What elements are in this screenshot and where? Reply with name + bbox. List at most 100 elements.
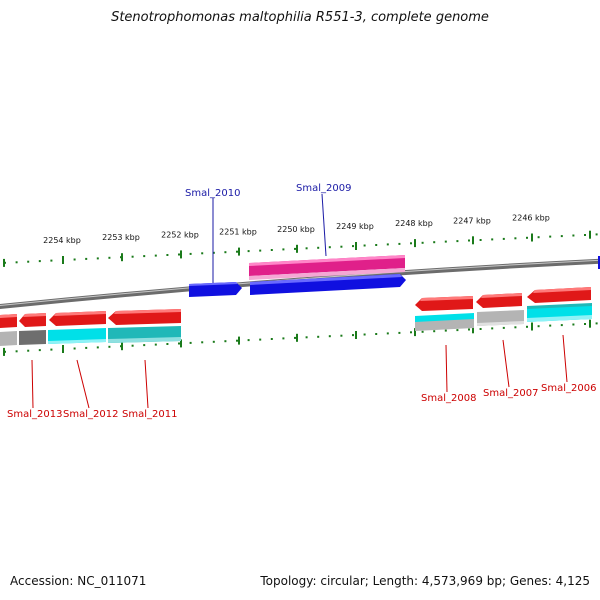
ruler-minor-tick <box>421 330 424 333</box>
ruler-minor-tick <box>456 240 459 243</box>
ruler-minor-tick <box>526 325 528 328</box>
gene-labels: Smal_2010 Smal_2009 Smal_2013 Smal_2012 … <box>7 183 596 420</box>
ruler-minor-tick <box>549 235 552 238</box>
label-smal-2009[interactable]: Smal_2009 <box>296 183 351 194</box>
ruler-minor-tick <box>456 329 459 332</box>
ruler-minor-tick <box>317 246 320 249</box>
ruler-major-tick <box>121 253 123 262</box>
forward-strand-genes <box>189 255 600 297</box>
ruler-minor-tick <box>15 261 18 264</box>
ruler-minor-tick <box>584 234 586 236</box>
ruler-major-tick <box>3 347 5 356</box>
ruler-minor-tick <box>50 348 53 351</box>
reverse-strand-genes-right <box>415 287 592 331</box>
gene-smal-2010[interactable] <box>189 282 242 297</box>
ruler-major-tick <box>531 322 533 331</box>
ruler-minor-tick <box>85 346 88 349</box>
ruler-minor-tick <box>514 237 517 240</box>
ruler-minor-tick <box>201 252 204 255</box>
ruler-minor-tick <box>212 340 215 343</box>
ruler-minor-tick <box>502 326 505 329</box>
ruler-minor-tick <box>595 233 598 236</box>
ruler-minor-tick <box>410 242 412 245</box>
ruler-minor-tick <box>305 336 308 339</box>
ruler-minor-tick <box>166 343 169 345</box>
ruler-major-tick <box>296 244 298 253</box>
ruler-major-tick <box>62 345 64 353</box>
ruler-minor-tick <box>224 340 227 343</box>
ruler-major-tick <box>238 336 240 345</box>
ruler-minor-tick <box>433 330 436 333</box>
ruler-tick-label: 2248 kbp <box>395 219 433 228</box>
ruler-minor-tick <box>236 250 238 253</box>
ruler-minor-tick <box>131 344 134 347</box>
ruler-minor-tick <box>166 254 169 256</box>
accession-text: Accession: NC_011071 <box>10 574 147 588</box>
ruler-minor-tick <box>537 236 540 239</box>
ruler-minor-tick <box>27 260 30 263</box>
ruler-minor-tick <box>178 253 180 256</box>
ruler-minor-tick <box>108 345 111 348</box>
ruler-minor-tick <box>375 244 378 246</box>
ruler-major-tick <box>414 239 416 248</box>
ruler-lower <box>3 319 598 356</box>
ruler-minor-tick <box>468 328 470 331</box>
ruler-major-tick <box>472 325 474 334</box>
ruler-minor-tick <box>131 255 134 258</box>
ruler-minor-tick <box>96 346 99 349</box>
ruler-minor-tick <box>444 240 447 243</box>
ruler-labels: 2254 kbp 2253 kbp 2252 kbp 2251 kbp 2250 kbp… <box>43 214 550 246</box>
ruler-major-tick <box>3 258 5 267</box>
label-smal-2007[interactable]: Smal_2007 <box>483 388 538 399</box>
ruler-minor-tick <box>386 243 389 246</box>
label-smal-2008[interactable]: Smal_2008 <box>421 393 476 404</box>
ruler-tick-label: 2253 kbp <box>102 233 140 242</box>
ruler-tick-label: 2249 kbp <box>336 222 374 231</box>
ruler-minor-tick <box>236 339 238 342</box>
ruler-minor-tick <box>526 236 528 239</box>
ruler-minor-tick <box>224 251 227 254</box>
ruler-minor-tick <box>38 260 41 263</box>
ruler-major-tick <box>589 230 591 239</box>
ruler-tick-label: 2252 kbp <box>161 230 199 239</box>
cds-smal-2009 <box>250 274 406 295</box>
ruler-minor-tick <box>491 238 494 241</box>
ruler-minor-tick <box>375 333 378 335</box>
ruler-minor-tick <box>73 258 76 261</box>
ruler-minor-tick <box>189 341 192 344</box>
label-leaders <box>31 193 568 409</box>
ruler-minor-tick <box>595 322 598 325</box>
ruler-minor-tick <box>433 241 436 244</box>
ruler-minor-tick <box>572 234 575 237</box>
ruler-minor-tick <box>340 245 343 248</box>
genome-info-text: Topology: circular; Length: 4,573,969 bp… <box>260 574 590 588</box>
label-smal-2012[interactable]: Smal_2012 <box>63 409 118 420</box>
label-smal-2013[interactable]: Smal_2013 <box>7 409 62 420</box>
ruler-minor-tick <box>96 257 99 260</box>
ruler-minor-tick <box>270 249 273 251</box>
ruler-minor-tick <box>398 242 401 245</box>
label-smal-2010[interactable]: Smal_2010 <box>185 188 240 199</box>
ruler-minor-tick <box>282 337 285 340</box>
ruler-minor-tick <box>363 244 366 247</box>
ruler-minor-tick <box>247 250 250 253</box>
ruler-minor-tick <box>154 343 157 346</box>
ruler-minor-tick <box>50 259 53 262</box>
gene-smal-2009[interactable] <box>249 255 405 276</box>
ruler-minor-tick <box>15 350 18 353</box>
ruler-minor-tick <box>108 256 111 259</box>
ruler-minor-tick <box>201 341 204 344</box>
ruler-minor-tick <box>479 239 482 241</box>
ruler-minor-tick <box>259 249 262 252</box>
ruler-tick-label: 2251 kbp <box>219 228 257 237</box>
ruler-minor-tick <box>328 335 331 338</box>
page-title: Stenotrophomonas maltophilia R551-3, com… <box>111 10 489 25</box>
ruler-minor-tick <box>479 328 482 330</box>
label-smal-2006[interactable]: Smal_2006 <box>541 383 596 394</box>
ruler-minor-tick <box>386 332 389 335</box>
ruler-major-tick <box>355 331 357 339</box>
ruler-minor-tick <box>514 326 517 329</box>
ruler-minor-tick <box>294 247 296 250</box>
label-smal-2011[interactable]: Smal_2011 <box>122 409 177 420</box>
